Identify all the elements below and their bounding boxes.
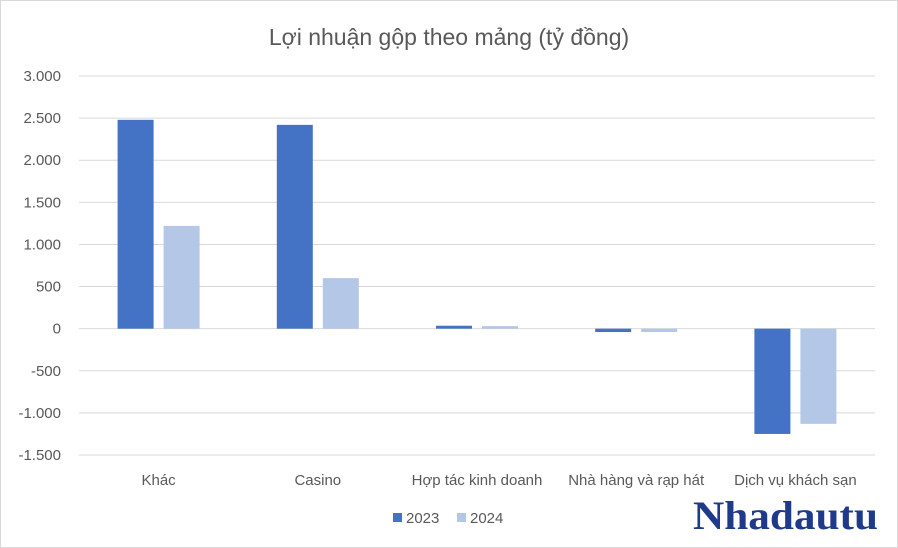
- bar-2023: [436, 325, 472, 329]
- bar-2023: [117, 119, 154, 329]
- x-category-label: Hợp tác kinh doanh: [412, 472, 543, 489]
- legend-label: 2024: [470, 510, 503, 527]
- bar-2024: [800, 328, 837, 424]
- x-category-label: Nhà hàng và rạp hát: [568, 472, 705, 489]
- y-tick-label: -1.500: [18, 447, 61, 464]
- bar-2023: [276, 124, 313, 329]
- bars: [117, 119, 837, 434]
- y-tick-label: 1.000: [23, 236, 61, 253]
- y-tick-label: 1.500: [23, 194, 61, 211]
- svg-text:Nhadautu: Nhadautu: [693, 493, 878, 538]
- y-tick-label: 0: [53, 321, 61, 338]
- legend-swatch: [457, 513, 466, 522]
- bar-2024: [322, 278, 359, 329]
- bar-2024: [641, 328, 678, 333]
- y-axis-ticks: 3.000 2.500 2.000 1.500 1.000 500 0 -500 -1.000 -…: [18, 68, 61, 464]
- bar-2024: [482, 326, 518, 329]
- bar-2024: [163, 225, 200, 329]
- y-tick-label: -1.000: [18, 405, 61, 422]
- x-category-label: Casino: [294, 472, 341, 489]
- x-category-label: Khác: [141, 472, 176, 489]
- gridlines: [79, 75, 875, 456]
- legend-swatch: [393, 513, 402, 522]
- y-tick-label: 3.000: [23, 68, 61, 85]
- x-axis-categories: Khác Casino Hợp tác kinh doanh Nhà hàng và …: [141, 472, 856, 489]
- legend: 2023 2024: [393, 510, 503, 527]
- chart-title: Lợi nhuận gộp theo mảng (tỷ đồng): [269, 24, 629, 50]
- y-tick-label: 2.500: [23, 110, 61, 127]
- y-tick-label: 500: [36, 279, 61, 296]
- bar-2023: [595, 328, 632, 333]
- nhadautu-logo: Nhadautu: [693, 493, 878, 538]
- legend-label: 2023: [406, 510, 439, 527]
- y-tick-label: -500: [31, 363, 61, 380]
- bar-2023: [754, 328, 791, 434]
- x-category-label: Dịch vụ khách sạn: [734, 472, 857, 489]
- y-tick-label: 2.000: [23, 152, 61, 169]
